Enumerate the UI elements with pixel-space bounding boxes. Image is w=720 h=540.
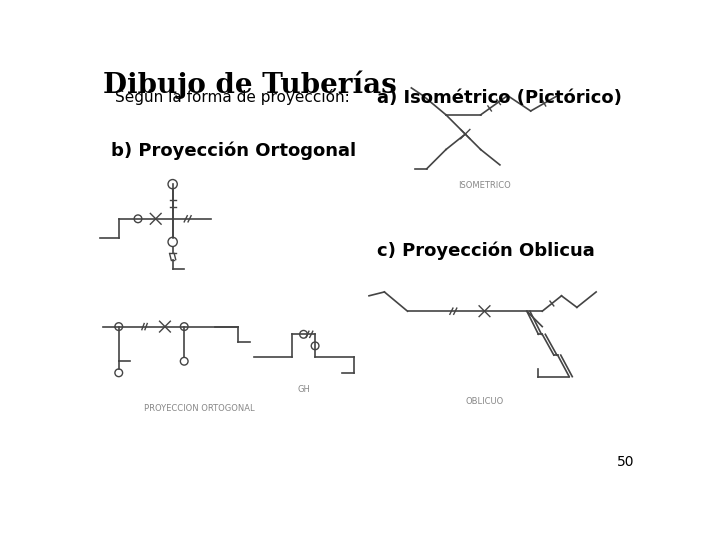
- Text: ISOMETRICO: ISOMETRICO: [458, 181, 511, 190]
- Text: 50: 50: [617, 455, 634, 469]
- Text: b) Proyección Ortogonal: b) Proyección Ortogonal: [111, 142, 356, 160]
- Text: a) Isométrico (Pictórico): a) Isométrico (Pictórico): [377, 89, 621, 107]
- Text: c) Proyección Oblicua: c) Proyección Oblicua: [377, 242, 595, 260]
- Text: PROYECCION ORTOGONAL: PROYECCION ORTOGONAL: [144, 404, 255, 413]
- Text: GH: GH: [297, 385, 310, 394]
- Text: Dibujo de Tuberías: Dibujo de Tuberías: [104, 71, 397, 99]
- Text: Según la forma de proyección:: Según la forma de proyección:: [115, 89, 350, 105]
- Text: OBLICUO: OBLICUO: [465, 396, 503, 406]
